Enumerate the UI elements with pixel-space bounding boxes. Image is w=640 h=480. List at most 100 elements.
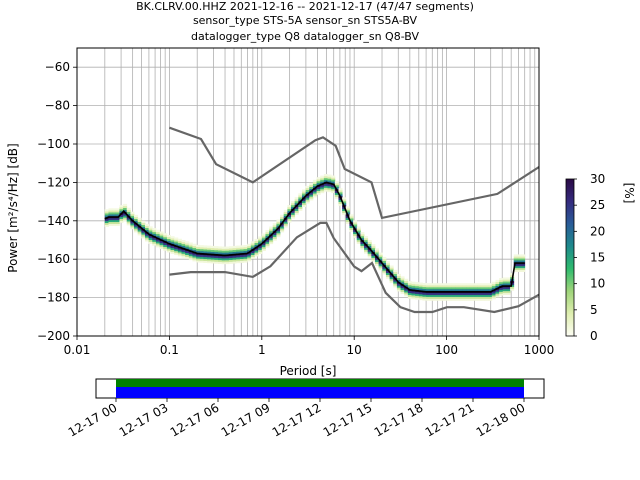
heatmap-cell <box>404 280 409 283</box>
heatmap-cell <box>203 260 208 263</box>
heatmap-cell <box>287 218 292 221</box>
heatmap-cell <box>185 252 190 255</box>
heatmap-cell <box>258 251 263 254</box>
heatmap-cell <box>411 293 416 296</box>
heatmap-cell <box>261 244 266 248</box>
heatmap-cell <box>495 281 500 285</box>
heatmap-cell <box>506 277 511 280</box>
heatmap-cell <box>134 230 139 233</box>
heatmap-cell <box>320 179 325 182</box>
heatmap-cell <box>236 260 241 264</box>
heatmap-cell <box>517 258 522 261</box>
heatmap-cell <box>345 221 350 224</box>
heatmap-cell <box>513 265 518 269</box>
heatmap-cell <box>451 283 456 286</box>
noise-models <box>169 126 540 314</box>
heatmap-cell <box>312 195 317 198</box>
chart-title: BK.CLRV.00.HHZ 2021-12-16 -- 2021-12-17 … <box>136 0 474 43</box>
heatmap-cell <box>298 195 303 198</box>
heatmap-cell <box>502 283 507 286</box>
heatmap-cell <box>177 252 182 255</box>
heatmap-cell <box>334 183 339 186</box>
heatmap-cell <box>488 285 493 288</box>
heatmap-cell <box>312 193 317 196</box>
heatmap-cell <box>203 256 208 260</box>
heatmap-cell <box>415 282 420 285</box>
heatmap-cell <box>462 298 467 301</box>
heatmap-cell <box>247 243 252 246</box>
heatmap-cell <box>389 275 394 278</box>
heatmap-cell <box>345 219 350 222</box>
heatmap-cell <box>513 264 518 267</box>
heatmap-cell <box>495 285 500 288</box>
heatmap-cell <box>250 252 255 256</box>
heatmap-cell <box>276 233 281 236</box>
heatmap-cell <box>437 296 442 299</box>
heatmap-cell <box>440 296 445 299</box>
heatmap-cell <box>174 239 179 242</box>
heatmap-cell <box>320 185 325 188</box>
heatmap-cell <box>294 210 299 213</box>
heatmap-cell <box>488 283 493 286</box>
heatmap-cell <box>415 293 420 296</box>
heatmap-cell <box>218 257 223 261</box>
heatmap-cell <box>480 298 485 301</box>
heatmap-cell <box>228 255 233 259</box>
heatmap-cell <box>188 255 193 259</box>
heatmap-cell <box>210 255 215 258</box>
heatmap-cell <box>371 246 376 249</box>
heatmap-cell <box>137 231 142 234</box>
heatmap-cell <box>239 258 244 261</box>
heatmap-cell <box>323 175 328 179</box>
heatmap-cell <box>144 225 150 229</box>
timeline-tick-label: 12-17 03 <box>117 400 171 439</box>
heatmap-cell <box>276 223 281 226</box>
heatmap-cell <box>360 235 365 239</box>
heatmap-cell <box>385 274 390 277</box>
heatmap-cell <box>181 253 186 256</box>
heatmap-cell <box>382 266 387 269</box>
plot-axes: 0.01 0.1 1 10 100 1000 −60 −80 −100 −120 −140 −160 −… <box>37 60 554 357</box>
heatmap-cell <box>159 244 164 248</box>
heatmap-cell <box>298 202 303 206</box>
heatmap-cell <box>210 249 215 252</box>
heatmap-cell <box>426 296 431 299</box>
heatmap-cell <box>258 249 263 253</box>
heatmap-cell <box>305 197 310 200</box>
heatmap-cell <box>210 259 215 262</box>
heatmap-cell <box>448 294 453 297</box>
heatmap-cell <box>466 283 471 286</box>
heatmap-cell <box>159 242 164 246</box>
heatmap-cell <box>469 285 474 288</box>
heatmap-cell <box>265 239 270 242</box>
heatmap-cell <box>517 264 522 267</box>
heatmap-cell <box>210 257 215 260</box>
heatmap-cell <box>510 286 515 289</box>
heatmap-cell <box>502 290 507 294</box>
heatmap-cell <box>199 260 204 263</box>
y-tick-label: −100 <box>37 137 70 151</box>
heatmap-cell <box>236 255 241 258</box>
heatmap-cell <box>283 213 288 216</box>
heatmap-cell <box>385 263 390 266</box>
heatmap-cell <box>130 223 135 226</box>
heatmap-cell <box>174 237 179 240</box>
heatmap-cell <box>298 199 303 202</box>
heatmap-cell <box>192 247 197 250</box>
heatmap-cell <box>477 283 482 286</box>
title-line-network: BK.CLRV.00.HHZ 2021-12-16 -- 2021-12-17 … <box>136 0 474 13</box>
heatmap-cell <box>123 217 128 220</box>
heatmap-cell <box>272 226 277 230</box>
heatmap-cell <box>334 192 339 195</box>
heatmap-cell <box>466 294 471 297</box>
heatmap-cell <box>239 249 244 252</box>
heatmap-cell <box>480 288 485 292</box>
heatmap-cell <box>374 263 380 266</box>
heatmap-cell <box>521 264 526 267</box>
heatmap-cell <box>396 287 401 290</box>
heatmap-cell <box>232 255 237 258</box>
heatmap-cell <box>422 286 427 290</box>
heatmap-cell <box>218 259 223 263</box>
heatmap-cell <box>199 258 204 261</box>
heatmap-cell <box>166 234 171 238</box>
